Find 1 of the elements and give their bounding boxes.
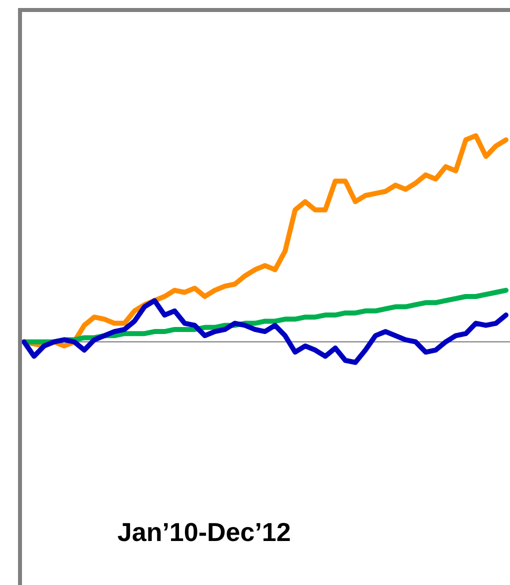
text: Jan’10-Dec’12 [117,517,291,547]
